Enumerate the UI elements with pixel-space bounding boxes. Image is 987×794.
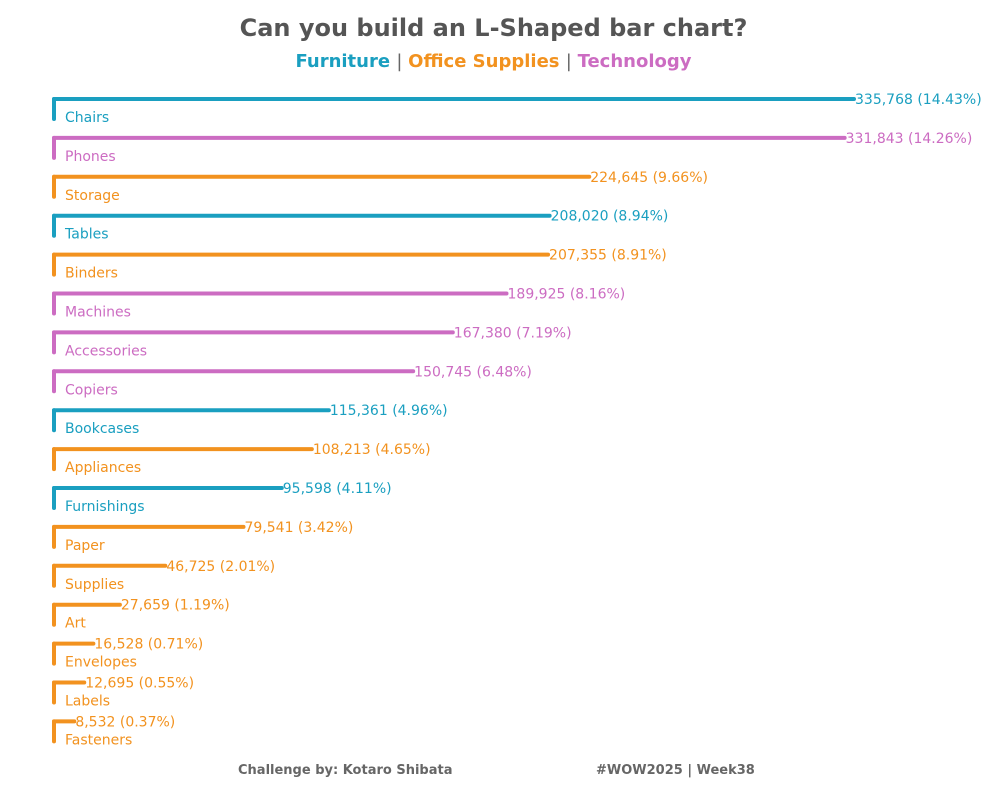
legend-office-supplies: Office Supplies [408,51,560,72]
value-label: 207,355 (8.91%) [549,248,667,264]
category-label: Tables [64,227,109,243]
category-label: Envelopes [65,655,137,671]
category-label: Storage [65,188,120,204]
value-label: 335,768 (14.43%) [855,92,982,108]
legend-separator: | [565,51,578,72]
bar-group-appliances: 108,213 (4.65%) Appliances [52,442,431,476]
category-label: Bookcases [65,421,139,437]
bar-group-copiers: 150,745 (6.48%) Copiers [52,364,532,398]
category-label: Machines [65,305,131,321]
category-label: Fasteners [65,732,132,748]
value-label: 27,659 (1.19%) [121,598,230,614]
category-label: Art [65,616,86,632]
value-label: 79,541 (3.42%) [245,520,354,536]
bar-group-binders: 207,355 (8.91%) Binders [52,248,667,282]
bar-group-chairs: 335,768 (14.43%) Chairs [52,92,982,126]
value-label: 167,380 (7.19%) [454,325,572,341]
value-label: 95,598 (4.11%) [283,481,392,497]
chart-legend: Furniture | Office Supplies | Technology [0,51,987,72]
category-label: Paper [65,538,105,554]
legend-technology: Technology [577,51,692,72]
bar-group-furnishings: 95,598 (4.11%) Furnishings [52,481,392,515]
value-label: 208,020 (8.94%) [551,209,669,225]
bar-group-fasteners: 8,532 (0.37%) Fasteners [52,714,175,748]
bar-group-accessories: 167,380 (7.19%) Accessories [52,325,572,359]
bar-group-machines: 189,925 (8.16%) Machines [52,287,626,321]
value-label: 224,645 (9.66%) [590,170,708,186]
bar-group-tables: 208,020 (8.94%) Tables [52,209,669,243]
value-label: 115,361 (4.96%) [330,403,448,419]
value-label: 150,745 (6.48%) [414,364,532,380]
legend-furniture: Furniture [295,51,391,72]
value-label: 12,695 (0.55%) [85,676,194,692]
category-label: Chairs [65,110,109,126]
category-label: Supplies [65,577,124,593]
category-label: Phones [65,149,116,165]
bar-group-envelopes: 16,528 (0.71%) Envelopes [52,637,203,671]
value-label: 331,843 (14.26%) [846,131,973,147]
category-label: Copiers [65,382,118,398]
value-label: 8,532 (0.37%) [75,714,175,730]
bar-group-bookcases: 115,361 (4.96%) Bookcases [52,403,448,437]
value-label: 46,725 (2.01%) [166,559,275,575]
footer-credit: Challenge by: Kotaro Shibata [238,763,453,778]
footer-tag: #WOW2025 | Week38 [596,763,755,778]
bar-group-labels: 12,695 (0.55%) Labels [52,676,194,710]
category-label: Binders [65,266,118,282]
category-label: Appliances [65,460,141,476]
category-label: Labels [65,694,110,710]
bar-group-storage: 224,645 (9.66%) Storage [52,170,708,204]
bar-group-supplies: 46,725 (2.01%) Supplies [52,559,275,593]
category-label: Accessories [65,343,147,359]
value-label: 108,213 (4.65%) [313,442,431,458]
bar-group-phones: 331,843 (14.26%) Phones [52,131,973,165]
value-label: 189,925 (8.16%) [508,287,626,303]
chart-title: Can you build an L-Shaped bar chart? [239,14,748,42]
bar-group-paper: 79,541 (3.42%) Paper [52,520,354,554]
value-label: 16,528 (0.71%) [94,637,203,653]
l-shaped-bar-chart: 335,768 (14.43%) Chairs 331,843 (14.26%) Ph… [52,92,982,748]
legend-separator: | [396,51,409,72]
bar-group-art: 27,659 (1.19%) Art [52,598,230,632]
category-label: Furnishings [65,499,145,515]
